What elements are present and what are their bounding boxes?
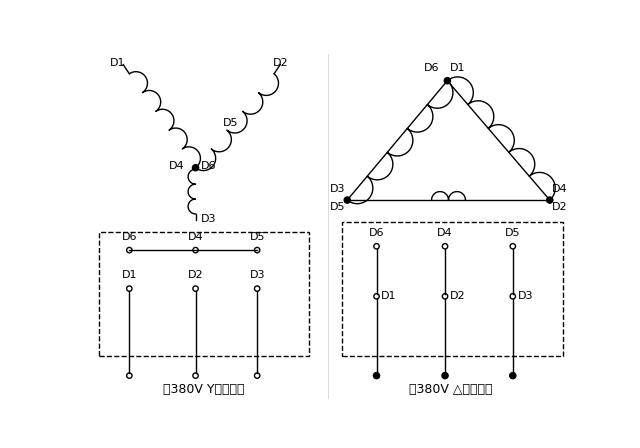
Text: D4: D4 <box>169 161 185 171</box>
Text: D6: D6 <box>201 161 216 171</box>
Circle shape <box>193 165 198 171</box>
Text: D6: D6 <box>122 232 137 241</box>
Circle shape <box>444 78 451 84</box>
Text: D5: D5 <box>330 202 345 212</box>
Text: D6: D6 <box>424 63 440 73</box>
Text: D5: D5 <box>505 228 520 238</box>
Circle shape <box>442 373 448 379</box>
Text: D2: D2 <box>273 58 288 68</box>
Text: D4: D4 <box>188 232 204 241</box>
Text: D6: D6 <box>369 228 384 238</box>
Text: D4: D4 <box>437 228 453 238</box>
Text: D2: D2 <box>552 202 568 212</box>
Bar <box>99 233 308 356</box>
Text: D5: D5 <box>250 232 265 241</box>
Bar <box>342 222 563 356</box>
Circle shape <box>509 373 516 379</box>
Text: ～380V Y形接线法: ～380V Y形接线法 <box>163 383 244 396</box>
Text: D3: D3 <box>201 214 216 224</box>
Text: D1: D1 <box>381 291 397 302</box>
Text: D2: D2 <box>188 270 204 280</box>
Text: D4: D4 <box>552 184 568 194</box>
Circle shape <box>344 197 350 203</box>
Circle shape <box>547 197 553 203</box>
Text: D3: D3 <box>330 184 345 194</box>
Text: ～380V △形接线法: ～380V △形接线法 <box>410 383 493 396</box>
Text: D3: D3 <box>250 270 265 280</box>
Text: D1: D1 <box>450 63 465 73</box>
Text: D3: D3 <box>517 291 533 302</box>
Text: D2: D2 <box>450 291 465 302</box>
Text: D5: D5 <box>223 118 238 128</box>
Text: D1: D1 <box>122 270 137 280</box>
Circle shape <box>373 373 380 379</box>
Text: D1: D1 <box>110 58 125 68</box>
